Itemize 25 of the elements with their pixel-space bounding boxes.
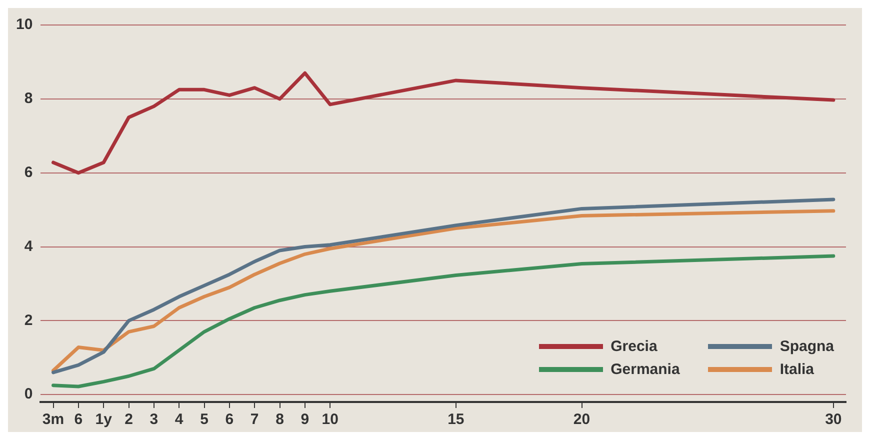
- y-tick-label: 8: [24, 90, 33, 108]
- x-tick-label: 10: [322, 411, 338, 428]
- y-tick-label: 0: [24, 386, 33, 403]
- x-tick-label: 20: [573, 411, 590, 428]
- x-tick-label: 15: [448, 411, 464, 428]
- x-tick-label: 3m: [42, 411, 64, 428]
- x-tick-label: 8: [276, 411, 284, 428]
- legend-label: Italia: [780, 361, 814, 378]
- x-tick-label: 6: [74, 411, 83, 428]
- x-tick-label: 2: [124, 411, 133, 428]
- x-tick-label: 9: [300, 411, 310, 428]
- y-tick-label: 2: [24, 312, 33, 329]
- y-tick-label: 6: [24, 164, 33, 181]
- legend-label: Grecia: [610, 338, 658, 355]
- x-tick-label: 7: [250, 411, 259, 428]
- y-tick-label: 10: [16, 16, 33, 34]
- x-tick-label: 5: [200, 411, 208, 428]
- x-tick-label: 4: [174, 411, 184, 428]
- x-tick-label: 30: [825, 411, 842, 428]
- y-tick-label: 4: [24, 238, 34, 255]
- legend-label: Germania: [610, 361, 680, 378]
- legend-label: Spagna: [780, 338, 834, 355]
- x-tick-label: 6: [225, 411, 234, 428]
- x-tick-label: 3: [150, 411, 158, 428]
- x-tick-label: 1y: [95, 411, 113, 428]
